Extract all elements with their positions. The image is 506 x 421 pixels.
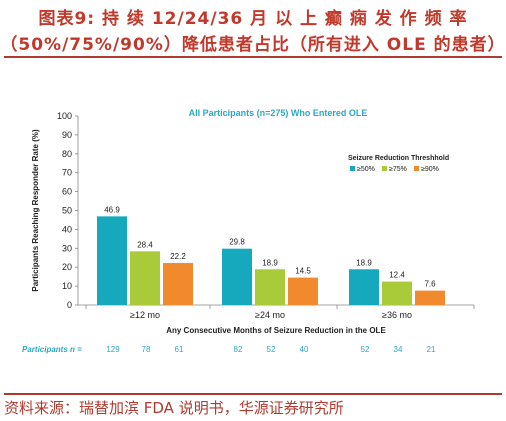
legend-swatch [350, 166, 355, 171]
legend-label: ≥90% [421, 166, 439, 173]
y-tick-label: 30 [62, 243, 72, 253]
bar-value-label: 18.9 [356, 258, 372, 267]
x-category-label: ≥36 mo [382, 310, 412, 320]
participants-n-value: 82 [234, 345, 243, 354]
bar-value-label: 29.8 [229, 238, 245, 247]
y-tick-label: 10 [62, 281, 72, 291]
legend-label: ≥50% [357, 166, 375, 173]
y-tick-label: 0 [67, 300, 72, 310]
chart-title: All Participants (n=275) Who Entered OLE [189, 108, 368, 118]
y-tick-label: 80 [62, 149, 72, 159]
bar-value-label: 12.4 [389, 271, 405, 280]
bar-value-label: 46.9 [104, 205, 120, 214]
bar-value-label: 7.6 [424, 280, 436, 289]
y-axis-title: Participants Reaching Responder Rate (%) [31, 129, 40, 292]
bar-value-label: 14.5 [295, 267, 311, 276]
participants-n-value: 52 [361, 345, 370, 354]
participants-n-value: 61 [175, 345, 184, 354]
y-tick-label: 20 [62, 262, 72, 272]
bar-50-3 [349, 269, 379, 305]
y-tick-label: 90 [62, 130, 72, 140]
title-divider [4, 56, 502, 58]
legend-title: Seizure Reduction Threshhold [348, 155, 449, 162]
bar-90-3 [415, 290, 445, 305]
y-tick-label: 100 [57, 111, 72, 121]
participants-n-value: 129 [106, 345, 120, 354]
bar-75-2 [255, 269, 285, 305]
footer-divider [4, 393, 502, 395]
y-tick-label: 50 [62, 206, 72, 216]
participants-n-value: 40 [300, 345, 309, 354]
bar-90-2 [288, 277, 318, 305]
bar-75-3 [382, 281, 412, 305]
legend-swatch [382, 166, 387, 171]
participants-n-label: Participants n = [22, 345, 82, 354]
participants-n-value: 78 [142, 345, 151, 354]
y-tick-label: 40 [62, 224, 72, 234]
x-category-label: ≥12 mo [130, 310, 160, 320]
figure-title-line-2: （50%/75%/90%）降低患者占比（所有进入 OLE 的患者） [0, 35, 506, 55]
x-category-label: ≥24 mo [255, 310, 285, 320]
y-tick-label: 70 [62, 168, 72, 178]
bar-90-1 [163, 263, 193, 305]
participants-n-value: 21 [427, 345, 436, 354]
participants-n-value: 34 [394, 345, 403, 354]
bar-value-label: 18.9 [262, 258, 278, 267]
bar-50-1 [97, 216, 127, 305]
bar-value-label: 22.2 [170, 252, 186, 261]
x-axis-title: Any Consecutive Months of Seizure Reduct… [166, 326, 386, 335]
y-tick-label: 60 [62, 187, 72, 197]
figure-title-line-1: 图表9: 持 续 12/24/36 月 以 上 癫 痫 发 作 频 率 [38, 9, 468, 29]
source-note: 资料来源：瑞替加滨 FDA 说明书，华源证券研究所 [4, 399, 344, 417]
legend-swatch [414, 166, 419, 171]
bar-value-label: 28.4 [137, 240, 153, 249]
legend-label: ≥75% [389, 166, 407, 173]
bar-75-1 [130, 251, 160, 305]
bar-50-2 [222, 248, 252, 305]
participants-n-value: 52 [267, 345, 276, 354]
